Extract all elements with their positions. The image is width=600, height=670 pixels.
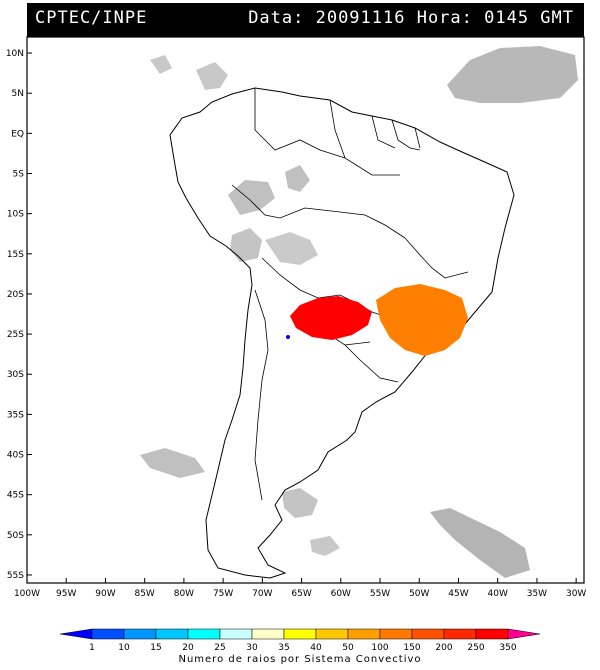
lat-tick-label: 50S <box>7 531 24 541</box>
lon-tick-label: 55W <box>370 589 390 599</box>
lat-tick-label: 15S <box>7 250 24 260</box>
legend-swatch <box>155 628 189 640</box>
lon-tick-label: 30W <box>566 589 586 599</box>
lat-tick-label: 45S <box>7 491 24 501</box>
country-borders <box>231 88 469 501</box>
lat-tick-label: 5N <box>12 89 24 99</box>
lon-tick-label: 85W <box>134 589 154 599</box>
legend-swatch <box>347 628 381 640</box>
legend-colorbar <box>59 628 541 640</box>
lon-tick-label: 45W <box>448 589 468 599</box>
legend-value: 30 <box>246 643 258 653</box>
cloud-cover <box>140 46 578 578</box>
lat-tick-label: 10S <box>7 210 24 220</box>
legend-value: 100 <box>371 643 388 653</box>
cluster-southeast-brazil <box>376 284 468 356</box>
lat-tick-label: 25S <box>7 330 24 340</box>
lon-tick-label: 70W <box>252 589 272 599</box>
latitude-axis: 10N 5N EQ 5S 10S 15S 20S 25S 30S 35S 40S 45S 50S 55S <box>6 49 32 581</box>
lon-tick-label: 40W <box>488 589 508 599</box>
legend-swatch <box>283 628 317 640</box>
legend-value: 15 <box>150 643 161 653</box>
legend-swatch <box>443 628 477 640</box>
lightning-clusters <box>286 284 468 356</box>
legend-value: 1 <box>89 643 95 653</box>
legend-swatch <box>187 628 221 640</box>
lon-tick-label: 65W <box>291 589 311 599</box>
lon-tick-label: 75W <box>213 589 233 599</box>
isolated-cell <box>286 335 290 339</box>
legend-value: 150 <box>403 643 420 653</box>
lat-tick-label: EQ <box>11 129 24 139</box>
legend-swatch <box>91 628 125 640</box>
legend-tick-labels: 1 10 15 20 25 30 35 40 50 100 150 200 250 350 <box>89 643 517 653</box>
legend-swatch <box>475 628 509 640</box>
lon-tick-label: 95W <box>56 589 76 599</box>
legend-value: 50 <box>342 643 354 653</box>
lon-tick-label: 60W <box>331 589 351 599</box>
lon-tick-label: 35W <box>527 589 547 599</box>
date-time-stamp: Data: 20091116 Hora: 0145 GMT <box>248 8 574 28</box>
legend-value: 20 <box>182 643 194 653</box>
legend-value: 200 <box>435 643 452 653</box>
legend-swatch <box>251 628 285 640</box>
legend-swatch <box>219 628 253 640</box>
legend-swatch <box>123 628 157 640</box>
lat-tick-label: 40S <box>7 451 24 461</box>
lat-tick-label: 55S <box>7 571 24 581</box>
cluster-paraguay <box>290 296 372 340</box>
legend-swatch <box>411 628 445 640</box>
legend-label: Numero de raios por Sistema Convectivo <box>178 654 422 665</box>
lat-tick-label: 10N <box>6 49 24 59</box>
lon-tick-label: 100W <box>14 589 40 599</box>
legend-value: 25 <box>214 643 225 653</box>
legend-swatch <box>379 628 413 640</box>
legend-value: 35 <box>278 643 289 653</box>
lon-tick-label: 90W <box>95 589 115 599</box>
longitude-axis: 100W 95W 90W 85W 80W 75W 70W 65W 60W 55W 50W 45W 40W… <box>14 578 586 599</box>
map-title: CPTEC/INPE <box>35 8 148 28</box>
legend-swatch <box>59 628 93 640</box>
lon-tick-label: 50W <box>409 589 429 599</box>
map-header: CPTEC/INPE Data: 20091116 Hora: 0145 GMT <box>27 3 584 37</box>
lon-tick-label: 80W <box>174 589 194 599</box>
lat-tick-label: 20S <box>7 290 24 300</box>
legend-value: 40 <box>310 643 322 653</box>
legend-swatch <box>507 628 541 640</box>
legend-value: 250 <box>467 643 484 653</box>
lat-tick-label: 30S <box>7 370 24 380</box>
lat-tick-label: 5S <box>13 170 25 180</box>
legend-swatch <box>315 628 349 640</box>
coastlines <box>169 87 515 579</box>
legend-value: 350 <box>499 643 516 653</box>
lat-tick-label: 35S <box>7 410 24 420</box>
legend-value: 10 <box>118 643 130 653</box>
